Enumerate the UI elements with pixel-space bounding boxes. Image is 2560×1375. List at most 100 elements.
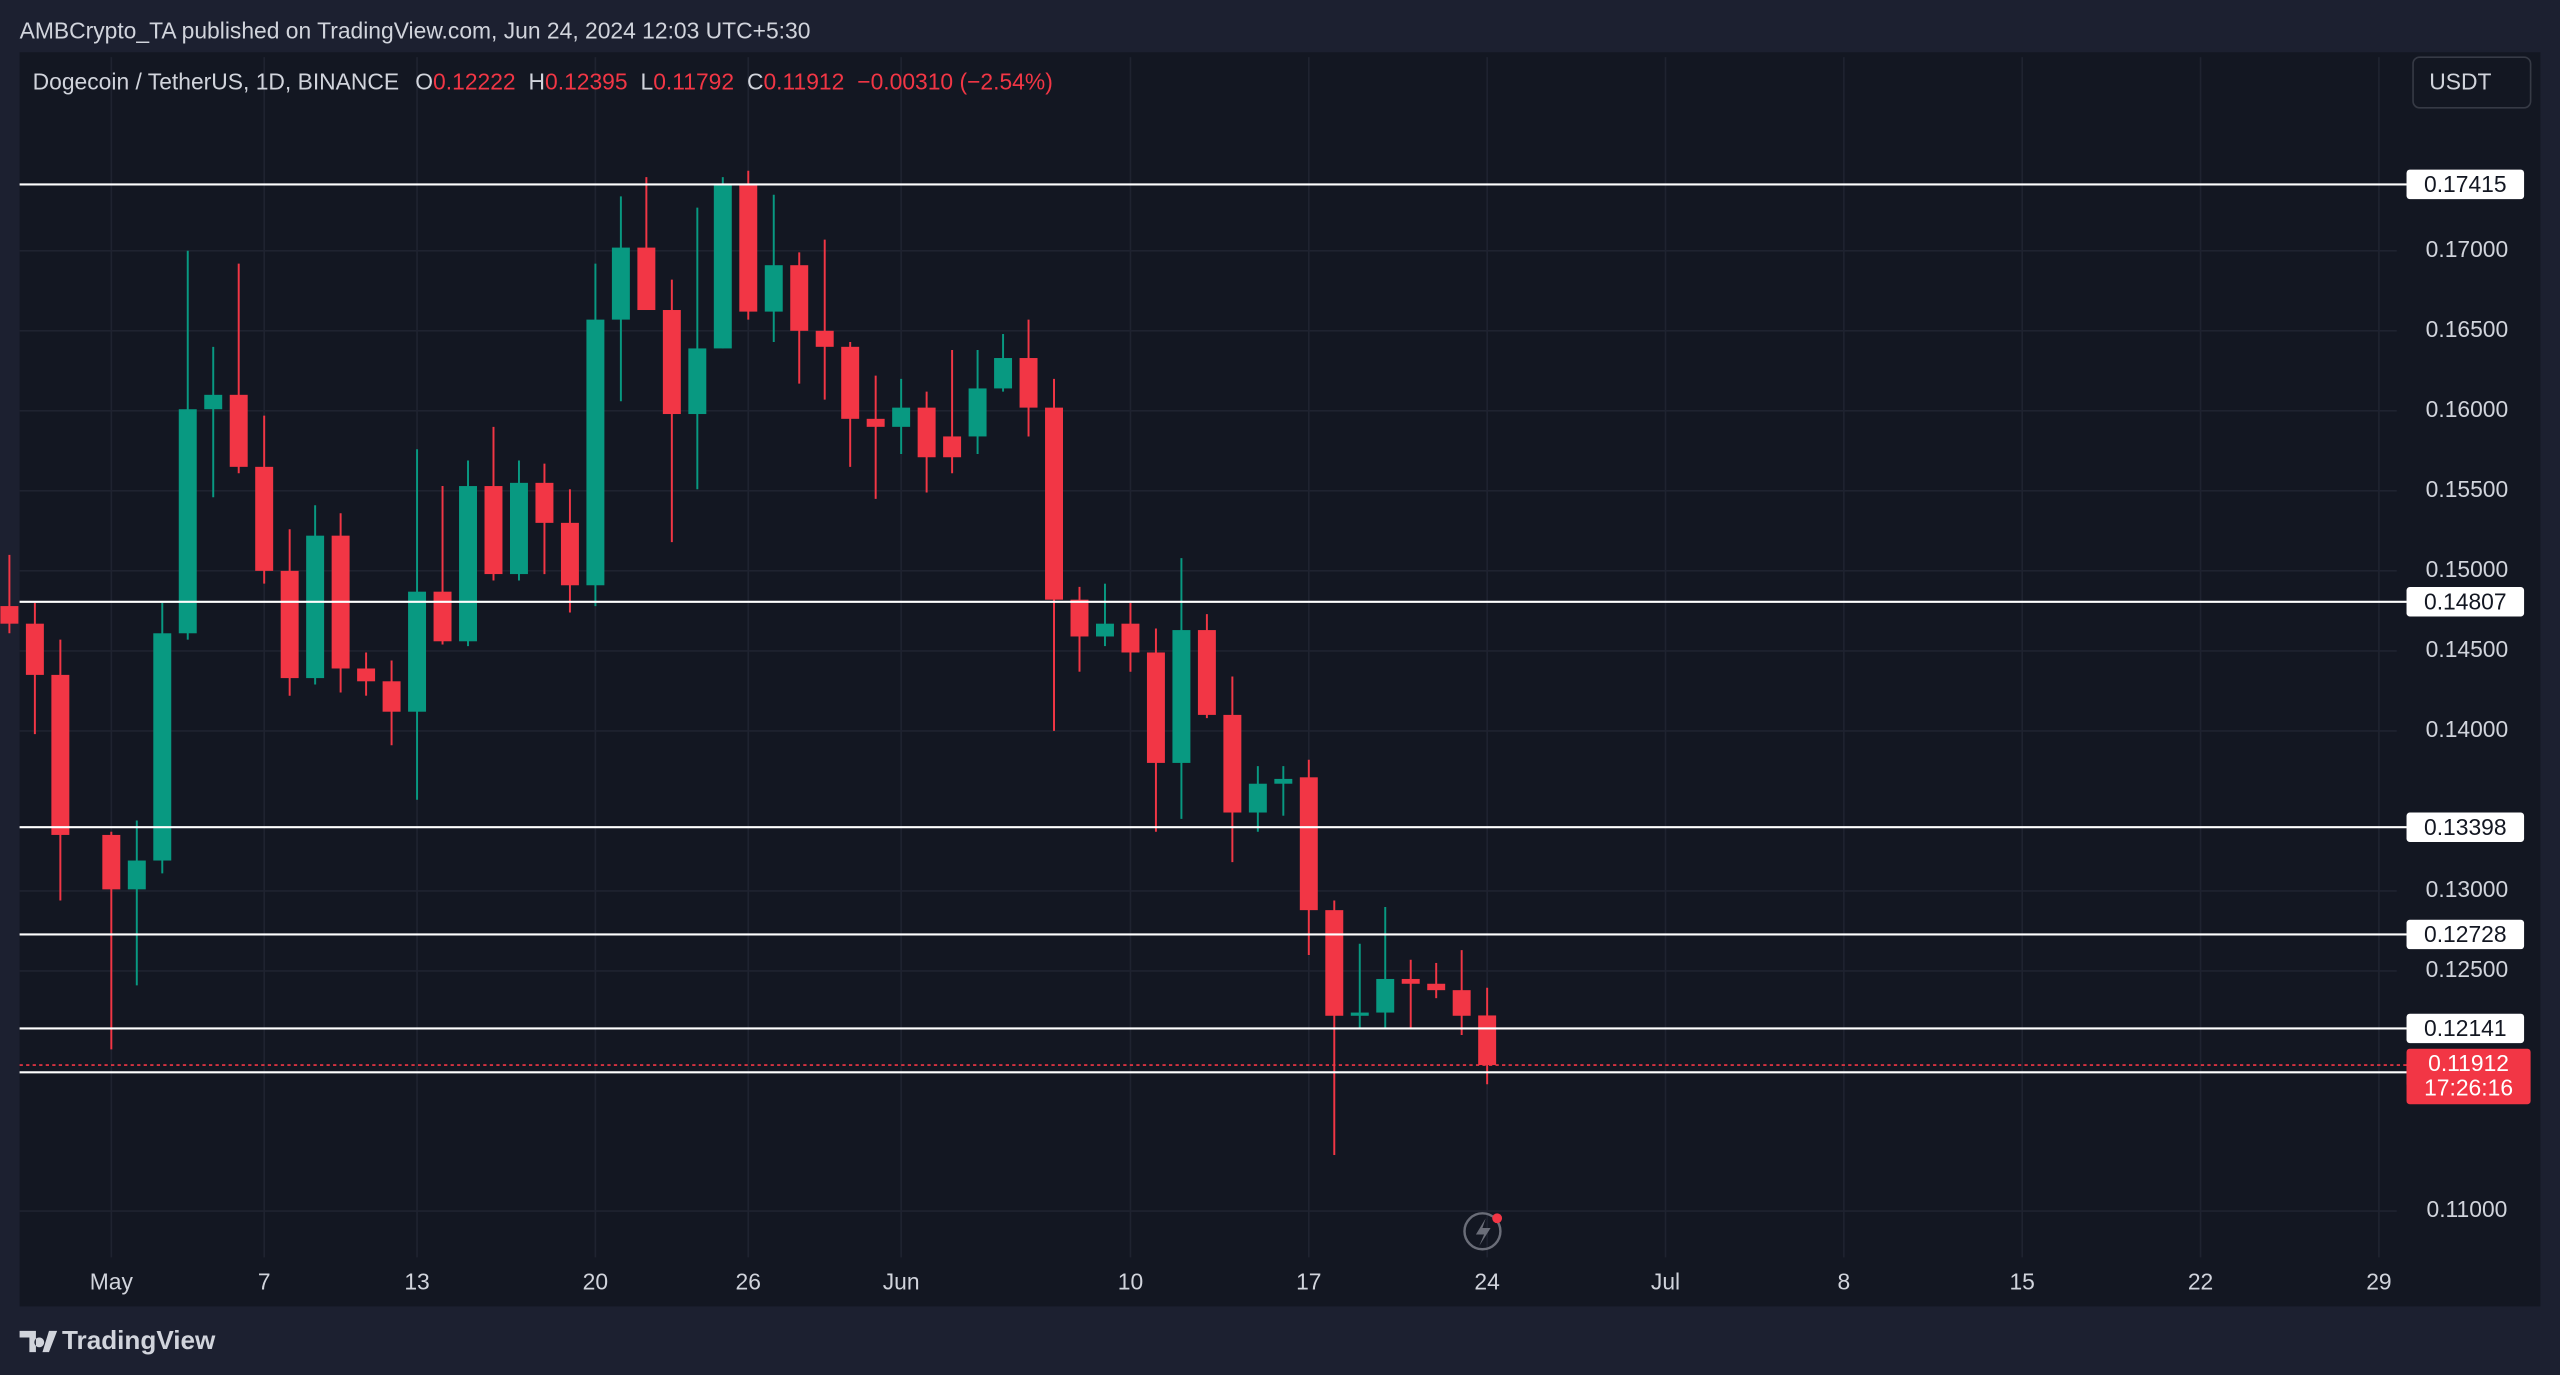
candle-body bbox=[102, 834, 121, 890]
candle-body bbox=[892, 407, 911, 427]
y-tick-label: 0.14000 bbox=[2426, 716, 2509, 742]
y-tick-label: 0.16000 bbox=[2426, 396, 2509, 422]
candle-body bbox=[611, 247, 630, 320]
x-tick-label: 13 bbox=[404, 1269, 429, 1295]
x-tick-label: 24 bbox=[1474, 1269, 1500, 1295]
x-tick-label: Jul bbox=[1651, 1269, 1680, 1295]
level-label-box bbox=[2406, 1013, 2525, 1044]
open-value: 0.12222 bbox=[433, 68, 516, 94]
level-label-box bbox=[2406, 919, 2525, 950]
candle-body bbox=[1401, 978, 1420, 984]
candle-body bbox=[866, 418, 885, 427]
candle-body bbox=[1427, 983, 1446, 991]
countdown-label: 17:26:16 bbox=[2424, 1075, 2513, 1101]
candle-body bbox=[127, 860, 146, 890]
y-tick-label: 0.13000 bbox=[2426, 876, 2509, 902]
candle-body bbox=[1299, 777, 1318, 911]
header-line: Dogecoin / TetherUS, 1D, BINANCE O0.1222… bbox=[33, 68, 1053, 94]
candle-body bbox=[815, 330, 834, 347]
candle-body bbox=[1146, 652, 1165, 763]
last-price-label: 0.11912 bbox=[2428, 1050, 2509, 1076]
candle-body bbox=[535, 482, 554, 523]
candle-body bbox=[968, 388, 987, 437]
level-label: 0.12728 bbox=[2424, 921, 2507, 947]
replay-icon[interactable] bbox=[1463, 1212, 1503, 1251]
candle-body bbox=[1478, 1015, 1497, 1066]
x-tick-label: 20 bbox=[583, 1269, 608, 1295]
low-value: 0.11792 bbox=[653, 68, 734, 94]
plot: 0.11000 0.12500 0.13000 0.14000 0.14500 0.150… bbox=[0, 57, 2531, 1295]
candle-body bbox=[739, 185, 758, 312]
candle-body bbox=[1376, 978, 1395, 1013]
candle-body bbox=[1350, 1012, 1369, 1016]
candle-body bbox=[1070, 599, 1089, 637]
level-label: 0.17415 bbox=[2424, 171, 2507, 197]
x-tick-label: 10 bbox=[1118, 1269, 1143, 1295]
candle-body bbox=[229, 394, 248, 467]
y-tick-label: 0.17000 bbox=[2426, 236, 2509, 262]
x-tick-label: 26 bbox=[736, 1269, 761, 1295]
high-value: 0.12395 bbox=[545, 68, 628, 94]
candle-body bbox=[280, 570, 299, 679]
x-tick-label: Jun bbox=[883, 1269, 920, 1295]
x-tick-label: 15 bbox=[2009, 1269, 2034, 1295]
close-label: C bbox=[747, 68, 763, 94]
candle-body bbox=[1045, 407, 1063, 600]
candle-body bbox=[560, 522, 579, 586]
candle-body bbox=[178, 409, 197, 634]
x-tick-label: May bbox=[90, 1269, 134, 1295]
level-label: 0.13398 bbox=[2424, 814, 2507, 840]
candle-body bbox=[943, 436, 962, 458]
candle-body bbox=[917, 407, 936, 458]
candle-body bbox=[1019, 358, 1038, 408]
chart-panel bbox=[19, 52, 2541, 1307]
candle-body bbox=[994, 358, 1013, 389]
level-label-box bbox=[2406, 812, 2525, 842]
candle-body bbox=[1095, 623, 1114, 637]
candle-body bbox=[637, 247, 656, 311]
currency-button[interactable] bbox=[2412, 56, 2532, 109]
candle-body bbox=[25, 623, 44, 675]
candle-body bbox=[1452, 990, 1471, 1016]
candle-body bbox=[1197, 630, 1216, 715]
x-tick-label: 7 bbox=[258, 1269, 271, 1295]
candle-body bbox=[1248, 783, 1267, 813]
y-tick-label: 0.16500 bbox=[2426, 316, 2509, 342]
candle-body bbox=[841, 346, 860, 419]
candle-body bbox=[255, 466, 274, 571]
x-tick-label: 8 bbox=[1837, 1269, 1850, 1295]
currency-label[interactable]: USDT bbox=[2429, 68, 2491, 94]
brand-logo bbox=[19, 1330, 58, 1353]
candle-body bbox=[382, 681, 401, 712]
candle-body bbox=[484, 486, 503, 575]
symbol: Dogecoin / TetherUS, 1D, BINANCE bbox=[33, 68, 399, 94]
y-tick-label: 0.15500 bbox=[2426, 476, 2509, 502]
candle-body bbox=[408, 591, 427, 712]
publisher: AMBCrypto_TA published on TradingView.co… bbox=[20, 18, 811, 44]
candle-body bbox=[764, 265, 783, 312]
candle-body bbox=[153, 633, 172, 861]
candle-body bbox=[1172, 630, 1191, 763]
close-value: 0.11912 bbox=[763, 68, 844, 94]
level-label: 0.14807 bbox=[2424, 588, 2507, 614]
x-tick-label: 29 bbox=[2366, 1269, 2391, 1295]
y-tick-label: 0.15000 bbox=[2426, 556, 2509, 582]
y-tick-label: 0.14500 bbox=[2426, 636, 2509, 662]
candle-body bbox=[357, 668, 376, 682]
open-label: O bbox=[415, 68, 433, 94]
level-label: 0.12141 bbox=[2424, 1015, 2507, 1041]
level-label-box bbox=[2406, 169, 2525, 200]
y-tick-label: 0.12500 bbox=[2426, 956, 2509, 982]
candle-body bbox=[790, 265, 809, 331]
level-label-box bbox=[2406, 587, 2525, 617]
x-tick-label: 17 bbox=[1296, 1269, 1321, 1295]
candle-body bbox=[688, 348, 707, 415]
candle-body bbox=[1274, 778, 1293, 784]
candle-body bbox=[509, 482, 528, 575]
change-value: −0.00310 (−2.54%) bbox=[857, 68, 1053, 94]
candle-body bbox=[0, 606, 19, 624]
candle-body bbox=[51, 674, 70, 835]
brand: TradingView bbox=[62, 1325, 216, 1355]
